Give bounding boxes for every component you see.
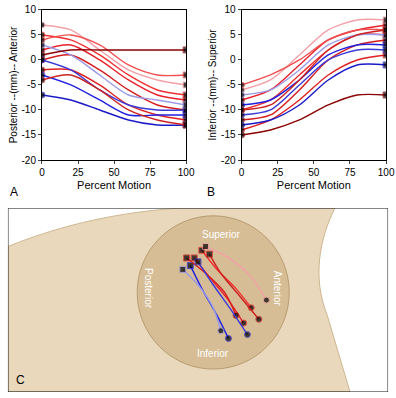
svg-text:-5: -5 (27, 79, 36, 90)
svg-text:50: 50 (108, 167, 120, 178)
svg-text:100: 100 (378, 167, 395, 178)
svg-text:-20: -20 (221, 155, 236, 166)
svg-text:50: 50 (308, 167, 320, 178)
svg-text:0: 0 (230, 54, 236, 65)
svg-text:Anterior: Anterior (272, 271, 283, 307)
svg-text:25: 25 (72, 167, 84, 178)
svg-text:Superior: Superior (202, 229, 240, 240)
svg-text:-20: -20 (22, 155, 37, 166)
svg-text:25: 25 (272, 167, 284, 178)
svg-text:A: A (10, 185, 18, 199)
svg-text:-5: -5 (227, 79, 236, 90)
svg-text:10: 10 (224, 4, 236, 15)
svg-text:Posterior: Posterior (143, 268, 154, 309)
svg-text:-15: -15 (221, 129, 236, 140)
svg-text:Percent Motion: Percent Motion (277, 179, 351, 191)
svg-text:0: 0 (39, 167, 45, 178)
svg-text:0: 0 (30, 54, 36, 65)
svg-text:5: 5 (230, 29, 236, 40)
svg-text:75: 75 (344, 167, 356, 178)
svg-text:10: 10 (25, 4, 37, 15)
svg-text:75: 75 (145, 167, 157, 178)
svg-text:100: 100 (178, 167, 195, 178)
svg-text:-15: -15 (22, 129, 37, 140)
svg-text:-10: -10 (22, 104, 37, 115)
svg-text:Percent Motion: Percent Motion (77, 179, 151, 191)
svg-text:0: 0 (239, 167, 245, 178)
svg-text:Inferior --(mm)-- Superior: Inferior --(mm)-- Superior (207, 29, 218, 141)
svg-text:Posterior --(mm)-- Anterior: Posterior --(mm)-- Anterior (8, 26, 19, 143)
svg-text:-10: -10 (221, 104, 236, 115)
svg-text:5: 5 (30, 29, 36, 40)
svg-text:Inferior: Inferior (197, 348, 229, 359)
svg-text:C: C (16, 373, 25, 387)
svg-text:B: B (207, 185, 215, 199)
